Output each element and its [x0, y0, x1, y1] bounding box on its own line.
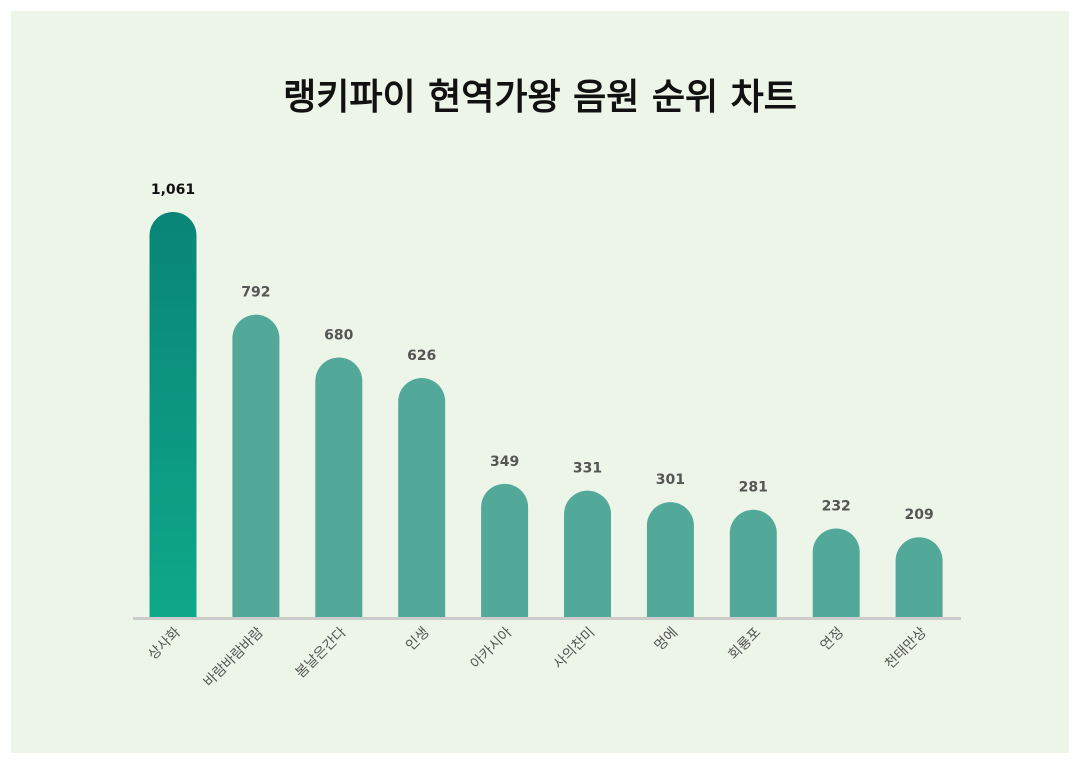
category-label-5: 아카시아: [468, 624, 516, 672]
category-label-7: 멍에: [652, 625, 682, 655]
bar-10: [895, 537, 943, 617]
category-label-3: 봄날은간다: [293, 624, 350, 681]
chart-title: 랭키파이 현역가왕 음원 순위 차트: [283, 77, 797, 118]
bar-7: [646, 502, 694, 617]
category-label-2: 바람바람바람: [201, 624, 267, 690]
value-label-9: 232: [822, 498, 851, 514]
value-label-8: 281: [739, 480, 768, 496]
value-label-1: 1,061: [151, 182, 195, 198]
bar-8: [729, 509, 777, 617]
value-label-7: 301: [656, 472, 685, 488]
value-label-10: 209: [904, 507, 933, 523]
category-label-4: 인생: [403, 625, 433, 655]
bar-6: [564, 490, 611, 617]
value-label-3: 680: [324, 327, 353, 343]
bar-9: [812, 528, 860, 617]
bar-2: [232, 314, 280, 617]
bar-1: [149, 212, 197, 617]
value-label-2: 792: [241, 285, 270, 301]
bars-group: [149, 212, 943, 617]
category-label-8: 회룡포: [725, 624, 764, 663]
bar-4: [398, 378, 446, 617]
bar-3: [315, 357, 363, 617]
value-label-4: 626: [407, 348, 436, 364]
value-label-5: 349: [490, 454, 519, 470]
value-label-6: 331: [573, 461, 602, 477]
category-label-1: 상사화: [145, 624, 184, 663]
category-label-10: 천태만상: [882, 624, 930, 672]
category-label-6: 사의찬미: [551, 625, 599, 673]
bar-5: [481, 483, 529, 617]
category-label-9: 연정: [817, 625, 847, 655]
